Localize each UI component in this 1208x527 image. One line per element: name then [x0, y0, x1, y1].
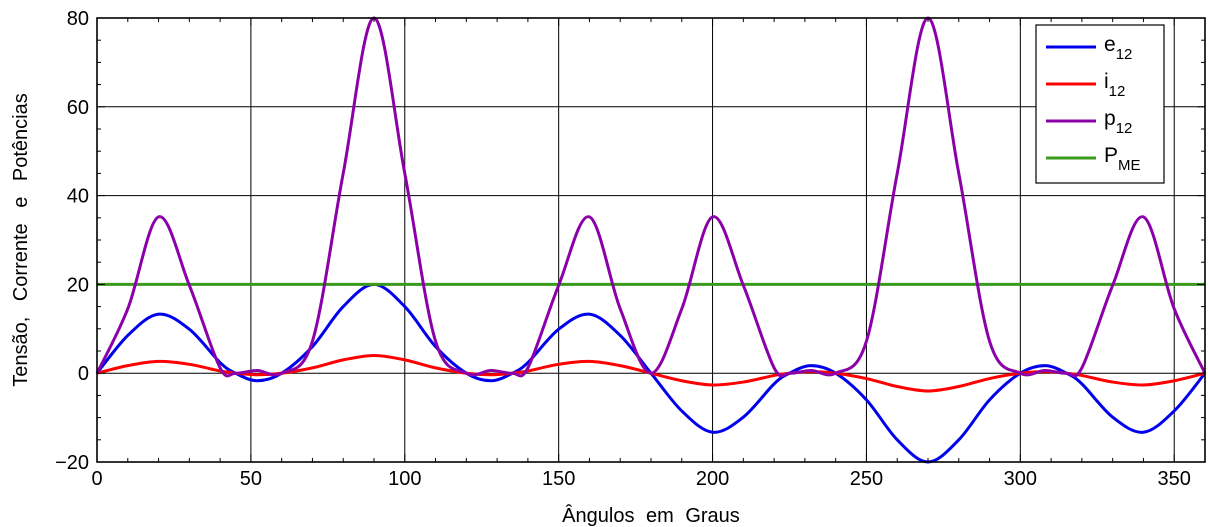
legend-item-e12: e12: [1046, 33, 1132, 63]
x-tick-label: 250: [850, 468, 883, 490]
legend-label-main: P: [1104, 144, 1118, 167]
legend-label: PME: [1104, 144, 1141, 174]
axis-ticks: [96, 17, 1206, 463]
legend-label: e12: [1104, 33, 1132, 63]
x-tick-label: 350: [1158, 468, 1191, 490]
legend-label-main: p: [1104, 107, 1116, 130]
legend-item-p12: p12: [1046, 107, 1132, 137]
legend-item-i12: i12: [1046, 70, 1125, 100]
x-tick-label: 100: [388, 468, 421, 490]
y-tick-label: 40: [67, 186, 89, 208]
legend-label: i12: [1104, 70, 1125, 100]
legend-label-subscript: 12: [1109, 83, 1126, 100]
y-tick-label: 0: [78, 363, 89, 385]
legend-label-subscript: 12: [1116, 120, 1133, 137]
y-axis-label: Tensão, Corrente e Potências: [10, 93, 32, 387]
y-tick-label: 60: [67, 97, 89, 119]
x-axis-label: Ângulos em Graus: [562, 504, 740, 527]
x-tick-label: 0: [91, 468, 102, 490]
x-tick-label: 150: [542, 468, 575, 490]
series-lines: [95, 16, 1207, 464]
legend-label-main: e: [1104, 33, 1116, 56]
x-tick-label: 300: [1004, 468, 1037, 490]
legend-label-subscript: 12: [1116, 46, 1133, 63]
x-tick-label: 50: [240, 468, 262, 490]
legend-label-subscript: ME: [1118, 157, 1141, 174]
y-tick-label: −20: [55, 452, 89, 474]
x-tick-label: 200: [696, 468, 729, 490]
legend-item-pme: PME: [1046, 144, 1141, 174]
y-tick-label: 80: [67, 8, 89, 30]
series-p12-line: [95, 16, 1207, 378]
legend-label: p12: [1104, 107, 1132, 137]
legend-label-main: i: [1104, 70, 1109, 93]
y-tick-label: 20: [67, 274, 89, 296]
